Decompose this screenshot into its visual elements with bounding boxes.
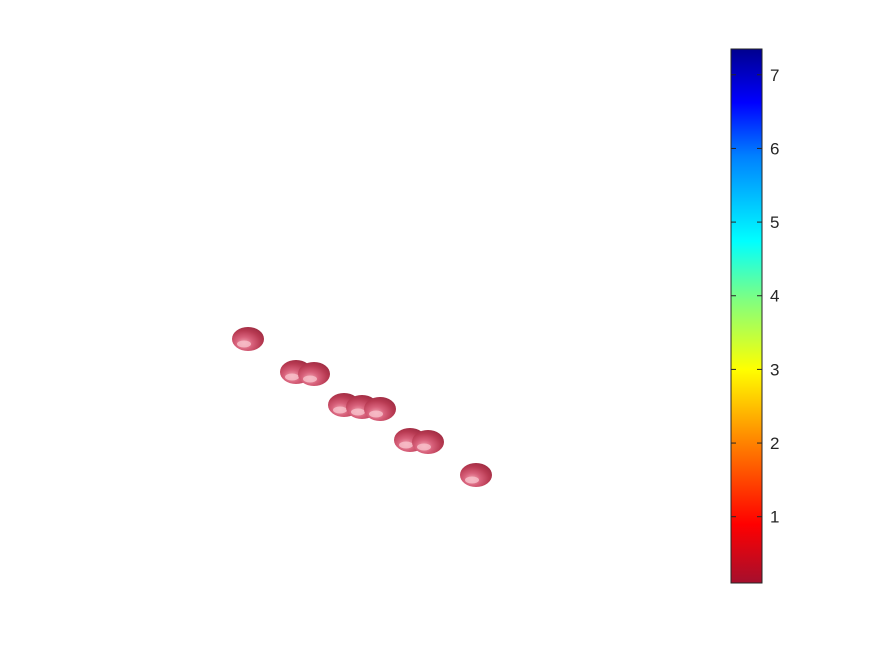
data-point [298, 362, 330, 386]
colorbar-gradient [730, 48, 763, 584]
colorbar: 1 2 3 4 5 6 7 [730, 48, 779, 584]
data-point [232, 327, 264, 351]
colorbar-ticks: 1 2 3 4 5 6 7 [731, 66, 779, 527]
colorbar-tick-label: 2 [770, 434, 779, 453]
data-point [460, 463, 492, 487]
colorbar-tick-label: 6 [770, 139, 779, 158]
colorbar-tick-label: 5 [770, 213, 779, 232]
colorbar-tick-label: 3 [770, 360, 779, 379]
data-point [412, 430, 444, 454]
plot-area [232, 327, 492, 487]
colorbar-tick-label: 1 [770, 508, 779, 527]
colorbar-tick-label: 4 [770, 287, 779, 306]
data-point [364, 397, 396, 421]
colorbar-tick-label: 7 [770, 66, 779, 85]
